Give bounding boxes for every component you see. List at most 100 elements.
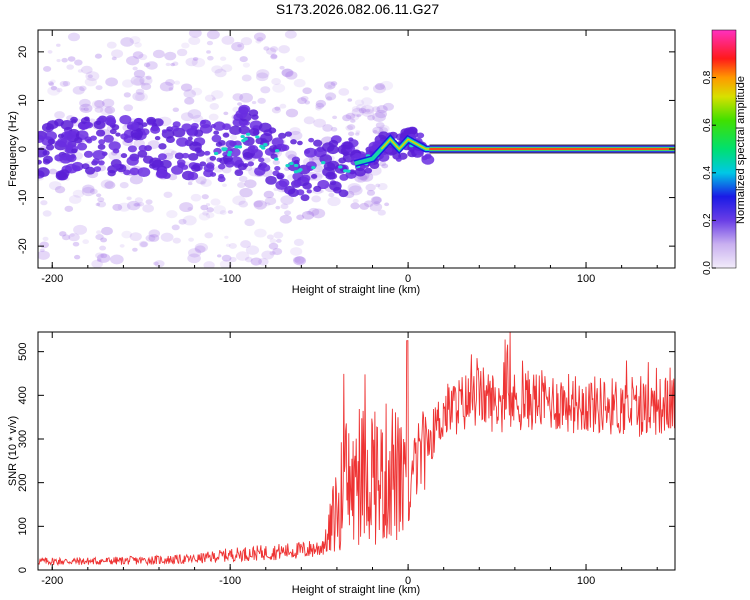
noise-blob xyxy=(47,86,61,96)
noise-blob xyxy=(96,258,102,262)
noise-blob xyxy=(242,62,251,68)
noise-blob xyxy=(188,36,201,46)
noise-blob xyxy=(221,35,235,45)
band-blob xyxy=(297,140,303,146)
noise-blob xyxy=(345,112,356,120)
noise-blob xyxy=(87,74,93,79)
noise-blob xyxy=(244,179,257,189)
band-blob xyxy=(148,157,162,168)
noise-blob xyxy=(279,214,292,224)
spectrogram-y-tick-label: 10 xyxy=(17,94,29,106)
noise-blob xyxy=(134,202,140,207)
noise-blob xyxy=(255,39,262,44)
noise-blob xyxy=(361,97,373,106)
band-blob xyxy=(59,154,72,164)
highlight-blob xyxy=(275,149,280,153)
noise-blob xyxy=(375,109,388,119)
noise-blob xyxy=(351,107,364,117)
noise-blob xyxy=(373,200,381,206)
noise-blob xyxy=(369,202,383,212)
highlight-blob xyxy=(255,135,260,139)
spectrogram-x-tick-label: -100 xyxy=(219,273,241,285)
noise-blob xyxy=(311,208,326,219)
noise-blob xyxy=(379,80,394,91)
noise-blob xyxy=(54,185,66,194)
band-blob xyxy=(209,155,217,161)
noise-blob xyxy=(138,240,149,248)
noise-blob xyxy=(374,82,385,91)
noise-blob xyxy=(100,179,114,189)
noise-blob xyxy=(171,224,180,231)
noise-blob xyxy=(300,95,309,102)
band-blob xyxy=(103,134,114,143)
band-blob xyxy=(115,132,121,137)
noise-blob xyxy=(72,189,85,198)
noise-blob xyxy=(293,78,306,88)
band-blob xyxy=(42,155,53,164)
band-blob xyxy=(187,136,193,141)
noise-blob xyxy=(200,178,212,187)
band-blob xyxy=(222,123,231,131)
band-blob xyxy=(81,163,90,170)
highlight-blob xyxy=(226,153,232,157)
noise-blob xyxy=(269,238,277,244)
noise-blob xyxy=(143,62,151,68)
band-blob xyxy=(181,152,190,159)
noise-blob xyxy=(288,130,303,141)
noise-blob xyxy=(100,106,113,116)
noise-blob xyxy=(270,53,278,59)
noise-blob xyxy=(368,166,382,176)
band-blob xyxy=(342,141,353,150)
noise-blob xyxy=(365,183,376,192)
noise-blob xyxy=(271,106,281,114)
noise-blob xyxy=(304,100,311,105)
noise-blob xyxy=(59,231,67,237)
noise-blob xyxy=(168,87,174,91)
noise-blob xyxy=(260,86,271,94)
noise-blob xyxy=(306,210,312,215)
noise-blob xyxy=(140,241,148,248)
colorbar-tick-label: 0.0 xyxy=(702,261,713,275)
noise-blob xyxy=(239,92,253,103)
band-blob xyxy=(278,132,287,139)
band-blob xyxy=(313,139,323,147)
noise-blob xyxy=(370,196,382,205)
noise-blob xyxy=(211,90,224,99)
noise-blob xyxy=(142,204,154,213)
noise-blob xyxy=(347,98,353,102)
noise-blob xyxy=(91,259,103,268)
noise-blob xyxy=(208,113,219,121)
noise-blob xyxy=(42,210,52,217)
noise-blob xyxy=(165,79,175,86)
noise-blob xyxy=(81,65,93,74)
band-blob xyxy=(109,128,117,135)
noise-blob xyxy=(91,99,105,110)
noise-blob xyxy=(232,195,246,206)
noise-blob xyxy=(362,108,374,118)
noise-blob xyxy=(170,63,175,67)
noise-blob xyxy=(198,212,211,221)
noise-blob xyxy=(132,51,144,59)
noise-blob xyxy=(356,114,361,118)
noise-blob xyxy=(280,203,289,210)
noise-blob xyxy=(163,191,173,198)
noise-blob xyxy=(361,175,369,181)
noise-blob xyxy=(238,175,248,183)
colorbar-tick-label: 0.4 xyxy=(702,165,713,179)
band-blob xyxy=(209,172,217,177)
band-blob xyxy=(190,164,201,172)
band-blob xyxy=(258,157,265,163)
band-blob xyxy=(323,162,336,171)
band-blob xyxy=(395,157,402,162)
noise-blob xyxy=(272,83,286,93)
noise-blob xyxy=(237,181,246,188)
noise-blob xyxy=(62,234,71,241)
noise-blob xyxy=(39,241,50,249)
spectrogram-y-tick-label: -20 xyxy=(17,238,29,254)
figure-title: S173.2026.082.06.11.G27 xyxy=(275,1,440,17)
noise-blob xyxy=(203,261,215,268)
noise-blob xyxy=(97,197,105,203)
noise-blob xyxy=(227,210,234,214)
noise-blob xyxy=(367,114,375,121)
